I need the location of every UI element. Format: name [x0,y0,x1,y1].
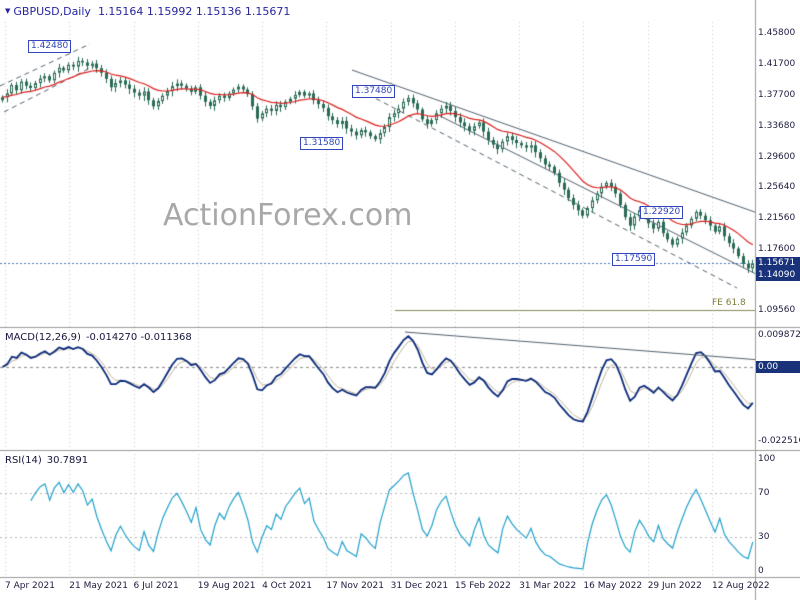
time-axis-label: 4 Oct 2021 [262,581,312,591]
price-tag[interactable]: 1.37480 [352,85,396,98]
time-axis-label: 21 May 2021 [69,581,128,591]
time-axis-label: 16 May 2022 [583,581,643,591]
time-axis-label: 6 Jul 2021 [133,581,179,591]
chart-marker-icon: ▼ [5,7,11,15]
time-axis-label: 29 Jun 2022 [647,581,702,591]
price-axis-tick: 1.09560 [758,304,796,315]
price-axis-tick: 1.17600 [758,243,796,254]
rsi-name: RSI(14) [5,455,42,466]
price-tag[interactable]: 1.17590 [612,253,656,266]
time-axis-label: 7 Apr 2021 [5,581,55,591]
rsi-axis-tick: 70 [758,487,770,498]
rsi-value: 30.7891 [46,455,89,466]
current-price-box: 1.15671 [756,257,800,270]
support-level-box: 1.14090 [756,269,800,282]
chart-title: ▼ GBPUSD,Daily 1.15164 1.15992 1.15136 1.1… [5,5,290,18]
price-axis-tick: 1.25640 [758,182,796,193]
macd-axis-tick: 0.009872 [758,329,800,340]
price-axis-tick: 1.29600 [758,151,796,162]
rsi-axis-tick: 30 [758,532,770,543]
rsi-axis-tick: 0 [758,566,764,576]
price-axis-tick: 1.41700 [758,59,796,70]
time-axis-label: 12 Aug 2022 [711,581,770,591]
price-axis-tick: 1.33680 [758,120,796,131]
macd-axis-tick: -0.022516 [758,435,800,446]
time-axis-label: 17 Nov 2021 [326,581,384,591]
rsi-indicator-label: RSI(14) 30.7891 [5,455,88,466]
time-axis-label: 15 Feb 2022 [454,581,511,591]
macd-indicator-label: MACD(12,26,9) -0.014270 -0.011368 [5,332,192,343]
price-tag[interactable]: 1.22920 [640,206,684,219]
macd-zero-box: 0.00 [756,361,800,373]
price-axis-tick: 1.37700 [758,89,796,100]
fib-extension-label[interactable]: FE 61.8 [712,297,746,308]
price-tag[interactable]: 1.31580 [300,137,344,150]
price-axis-tick: 1.21560 [758,213,796,224]
time-axis-label: 31 Mar 2022 [519,581,577,591]
macd-name: MACD(12,26,9) [5,332,81,343]
price-tag[interactable]: 1.42480 [28,40,72,53]
time-axis-label: 19 Aug 2021 [197,581,256,591]
time-axis-label: 31 Dec 2021 [390,581,449,591]
price-axis-tick: 1.45800 [758,28,796,38]
symbol-label: GBPUSD,Daily [13,5,91,18]
macd-values: -0.014270 -0.011368 [85,332,192,343]
ohlc-values: 1.15164 1.15992 1.15136 1.15671 [97,5,291,18]
rsi-axis-tick: 100 [758,454,776,464]
